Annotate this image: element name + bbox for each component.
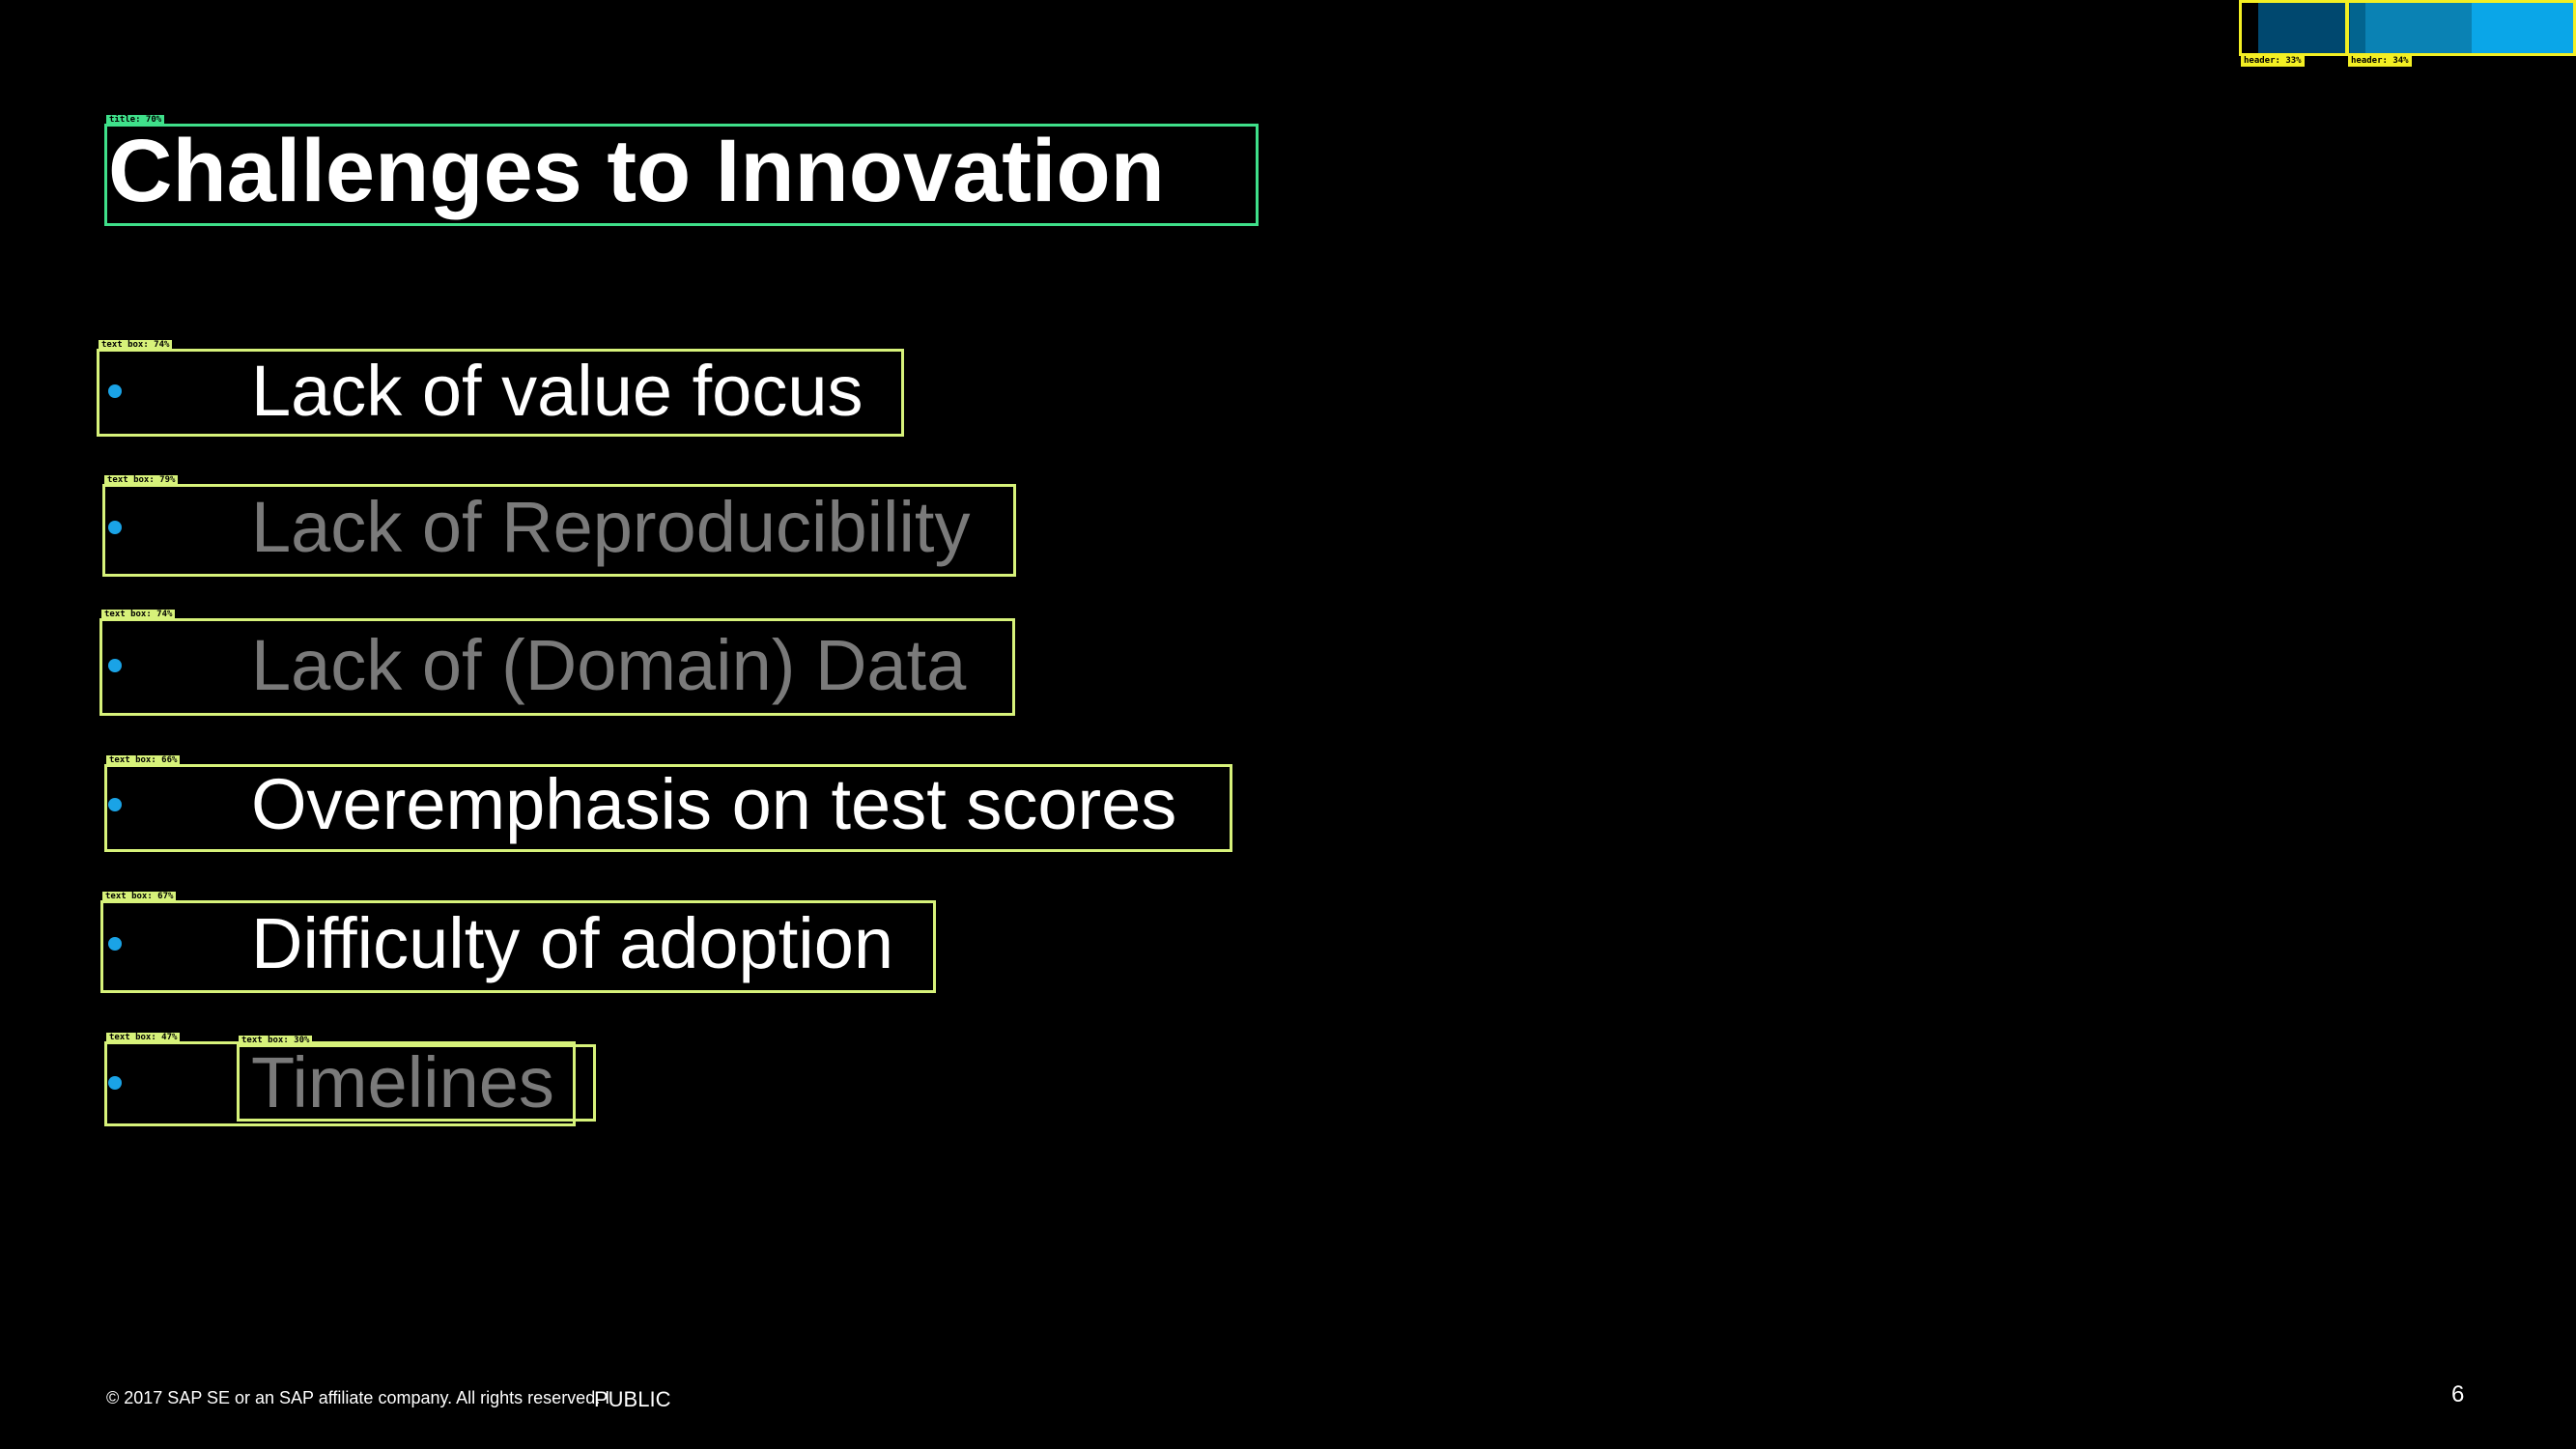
bullet-dot-icon (108, 1076, 122, 1090)
bullet-item-test-scores: Overemphasis on test scores (108, 761, 1176, 848)
header-block (2365, 0, 2472, 56)
bullet-item-domain-data: Lack of (Domain) Data (108, 622, 966, 709)
slide-title: Challenges to Innovation (108, 122, 1165, 220)
annotation-tag: header: 34% (2348, 56, 2412, 67)
bullet-text: Timelines (251, 1042, 554, 1122)
footer-classification: PUBLIC (594, 1387, 671, 1411)
bullet-item-value-focus: Lack of value focus (108, 348, 863, 435)
bullet-dot-icon (108, 384, 122, 398)
page-number: 6 (2451, 1381, 2465, 1407)
bullet-text: Difficulty of adoption (251, 903, 894, 983)
header-block (2239, 0, 2258, 56)
bullet-text: Lack of value focus (251, 351, 863, 431)
bullet-dot-icon (108, 937, 122, 951)
bullet-item-adoption: Difficulty of adoption (108, 900, 893, 987)
header-color-strip (2239, 0, 2576, 56)
header-block (2472, 0, 2576, 56)
bullet-text: Lack of (Domain) Data (251, 625, 967, 705)
header-block (2350, 0, 2365, 56)
bullet-text: Lack of Reproducibility (251, 487, 971, 567)
footer-copyright: © 2017 SAP SE or an SAP affiliate compan… (106, 1388, 610, 1407)
bullet-dot-icon (108, 521, 122, 534)
bullet-item-reproducibility: Lack of Reproducibility (108, 484, 970, 571)
bullet-dot-icon (108, 798, 122, 811)
annotation-tag: text box: 74% (101, 610, 176, 620)
bullet-dot-icon (108, 659, 122, 672)
annotation-tag: header: 33% (2241, 56, 2305, 67)
bullet-item-timelines: Timelines (108, 1039, 554, 1126)
header-block (2258, 0, 2350, 56)
bullet-text: Overemphasis on test scores (251, 764, 1177, 844)
